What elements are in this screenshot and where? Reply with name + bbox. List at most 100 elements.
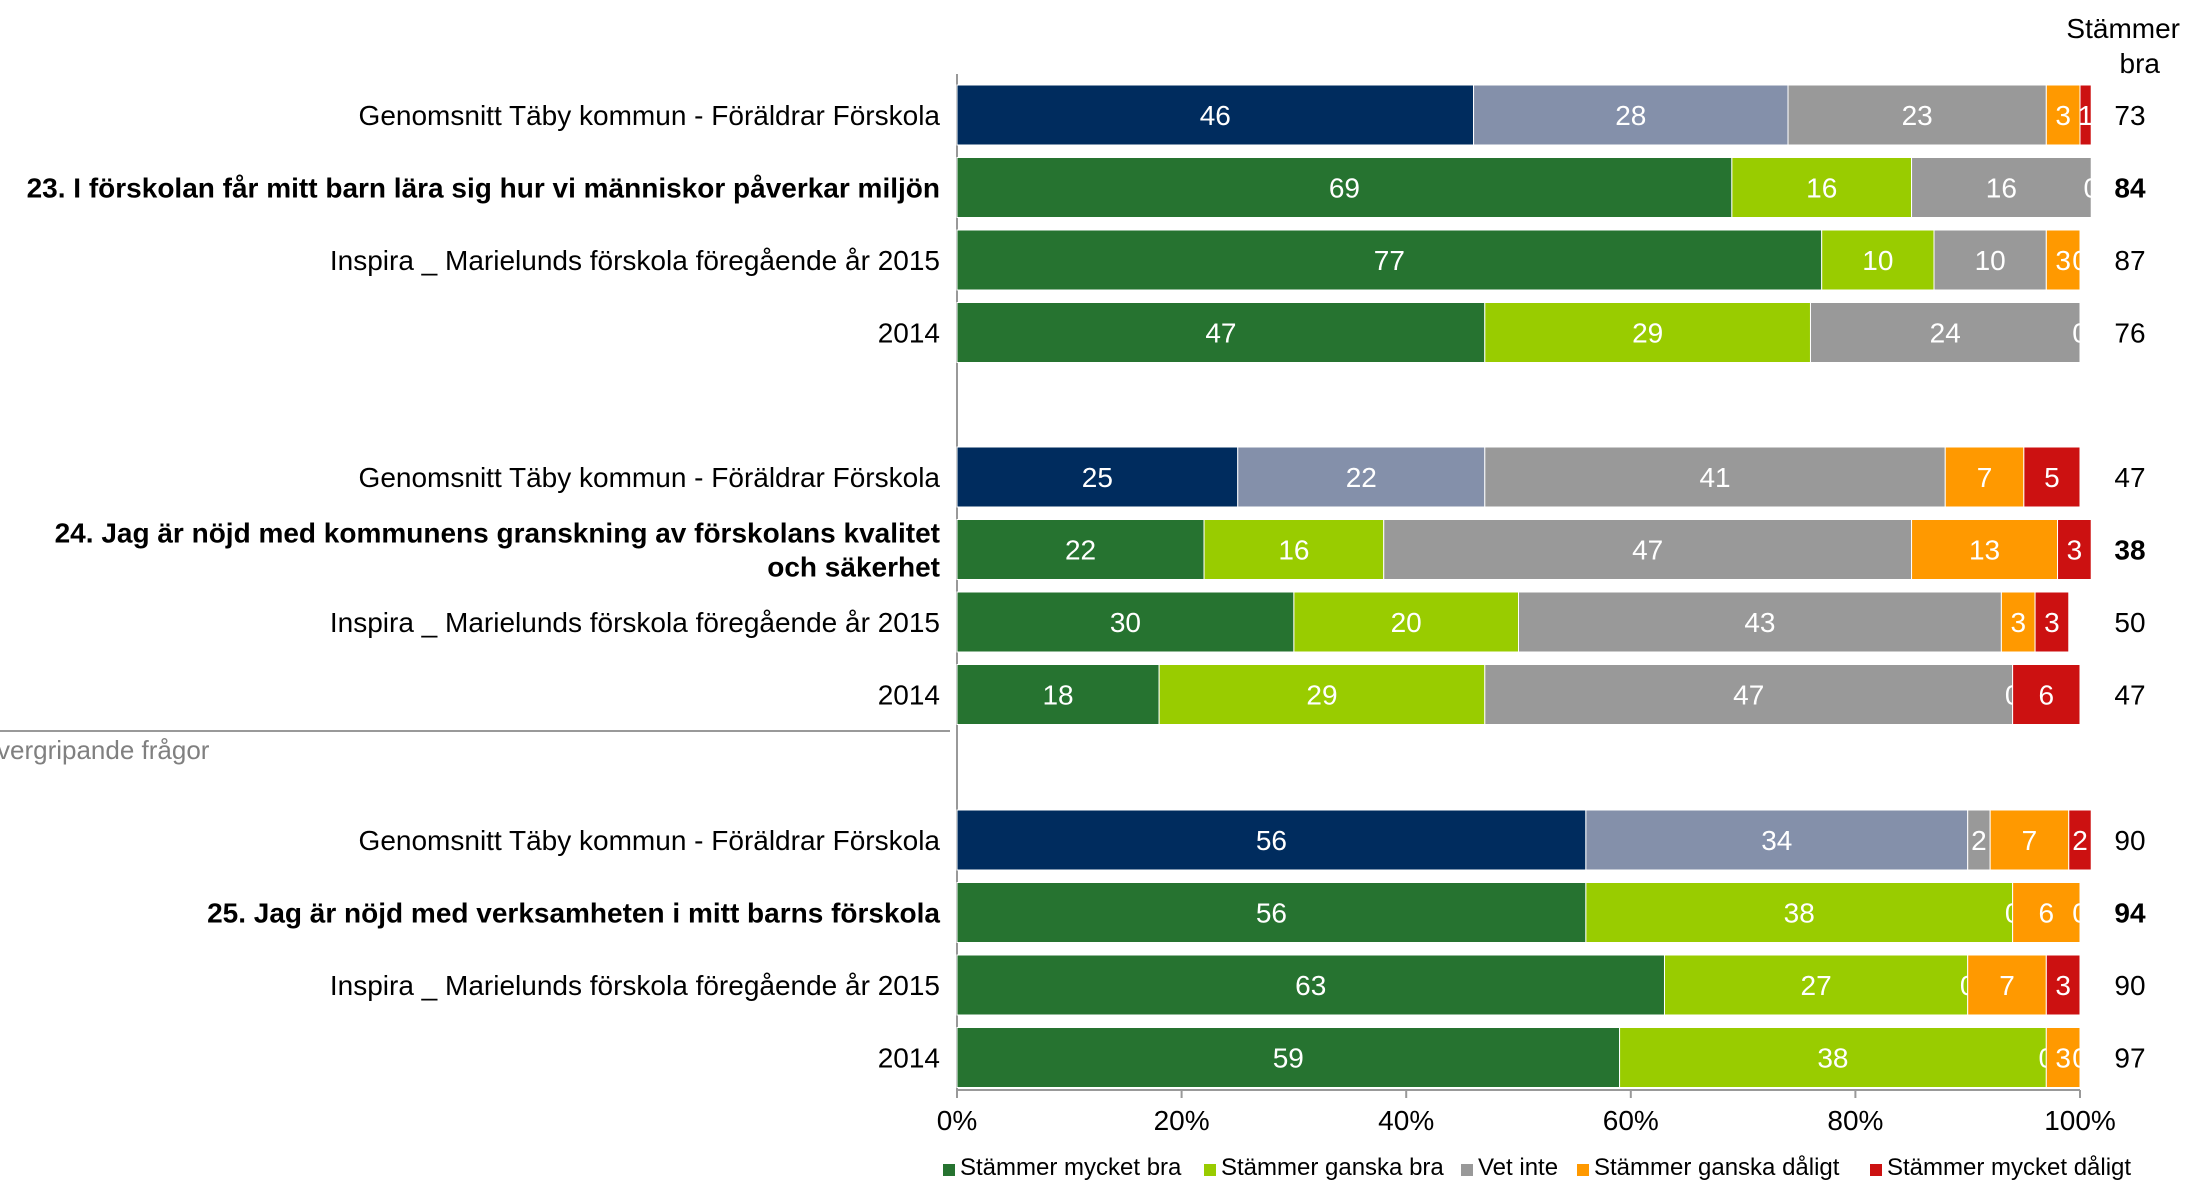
segment-value-label: 3: [2055, 245, 2071, 276]
segment-value-label: 1: [2078, 100, 2094, 131]
bar-segment: [1967, 954, 2047, 1016]
row-label: 2014: [878, 318, 940, 349]
section-caption: vergripande frågor: [0, 735, 210, 765]
legend-swatch: [1577, 1164, 1589, 1176]
legend-swatch: [1870, 1164, 1882, 1176]
segment-value-label: 38: [1784, 898, 1815, 929]
bar-segment: [2012, 882, 2081, 943]
segment-value-label: 7: [2022, 825, 2038, 856]
row-label: 2014: [878, 1043, 940, 1074]
segment-value-label: 10: [1862, 245, 1893, 276]
bar-segment: [2045, 954, 2081, 1016]
bar-segment: [2045, 229, 2081, 291]
bar-segment: [1944, 446, 2025, 508]
row-label: 24. Jag är nöjd med kommunens granskning…: [55, 518, 940, 549]
bar-segment: [2023, 446, 2081, 508]
row-label: och säkerhet: [767, 552, 940, 583]
x-tick-label: 60%: [1603, 1105, 1659, 1136]
legend-swatch: [943, 1164, 955, 1176]
stammer-bra-value: 50: [2114, 607, 2145, 638]
bar-segment: [1585, 809, 1969, 871]
segment-value-label: 24: [1930, 318, 1961, 349]
segment-value-label: 3: [2010, 607, 2026, 638]
segment-value-label: 10: [1975, 245, 2006, 276]
segment-value-label: 0: [2072, 898, 2088, 929]
bar-segment: [956, 446, 1239, 508]
bar-segment: [1663, 954, 1969, 1016]
bar-segment: [956, 664, 1160, 725]
stammer-bra-value: 73: [2114, 100, 2145, 131]
bar-segment: [1933, 229, 2047, 291]
bar-segment: [956, 302, 1486, 363]
segment-value-label: 16: [1986, 173, 2017, 204]
bar-segment: [1293, 591, 1520, 653]
segment-value-label: 22: [1346, 462, 1377, 493]
bar-segment: [1203, 519, 1385, 580]
bar-segment: [1383, 519, 1913, 580]
legend-swatch: [1461, 1164, 1473, 1176]
segment-value-label: 30: [1110, 607, 1141, 638]
segment-value-label: 47: [1733, 680, 1764, 711]
segment-value-label: 69: [1329, 173, 1360, 204]
segment-value-label: 13: [1969, 535, 2000, 566]
legend-label: Stämmer mycket dåligt: [1887, 1154, 2131, 1181]
segment-value-label: 3: [2055, 100, 2071, 131]
bar-segment: [1484, 446, 1946, 508]
segment-value-label: 3: [2055, 970, 2071, 1001]
x-tick-label: 40%: [1378, 1105, 1434, 1136]
bar-segment: [1787, 84, 2047, 146]
segment-value-label: 41: [1699, 462, 1730, 493]
stammer-bra-value: 97: [2114, 1043, 2145, 1074]
segment-value-label: 20: [1391, 607, 1422, 638]
segment-value-label: 29: [1306, 680, 1337, 711]
legend-label: Vet inte: [1478, 1154, 1558, 1181]
segment-value-label: 34: [1761, 825, 1792, 856]
segment-value-label: 38: [1817, 1043, 1848, 1074]
segment-value-label: 0: [2072, 1043, 2088, 1074]
segment-value-label: 47: [1632, 535, 1663, 566]
segment-value-label: 7: [1999, 970, 2015, 1001]
segment-value-label: 3: [2067, 535, 2083, 566]
bar-segment: [1237, 446, 1486, 508]
stammer-bra-value: 76: [2114, 318, 2145, 349]
segment-value-label: 5: [2044, 462, 2060, 493]
row-label: 23. I förskolan får mitt barn lära sig h…: [27, 173, 940, 204]
stammer-bra-value: 90: [2114, 970, 2145, 1001]
bar-segment: [1619, 1027, 2047, 1088]
segment-value-label: 23: [1902, 100, 1933, 131]
legend: Stämmer mycket bra Stämmer ganska bra Vet …: [943, 1154, 2131, 1181]
segment-value-label: 16: [1278, 535, 1309, 566]
bar-segment: [956, 809, 1587, 871]
bar-segment: [956, 157, 1733, 218]
stammer-bra-value: 87: [2114, 245, 2145, 276]
legend-label: Stämmer mycket bra: [960, 1154, 1182, 1181]
row-label: Genomsnitt Täby kommun - Föräldrar Försk…: [359, 462, 941, 493]
segment-value-label: 28: [1615, 100, 1646, 131]
stammer-bra-value: 90: [2114, 825, 2145, 856]
stammer-bra-value: 38: [2114, 535, 2145, 566]
stammer-bra-value: 94: [2114, 898, 2146, 929]
bar-segment: [956, 519, 1205, 580]
segment-value-label: 2: [2072, 825, 2088, 856]
row-label: Inspira _ Marielunds förskola föregående…: [330, 245, 940, 276]
bar-segment: [1484, 664, 2014, 725]
segment-value-label: 18: [1042, 680, 1073, 711]
segment-value-label: 43: [1744, 607, 1775, 638]
bar-segment: [1911, 157, 2092, 218]
bar-segment: [1809, 302, 2081, 363]
segment-value-label: 7: [1977, 462, 1993, 493]
segment-value-label: 2: [1971, 825, 1987, 856]
bar-segment: [1731, 157, 1913, 218]
bars-layer: 46 28 23 3 169 16 16 077 10 10 3 047 29 24 025 22 41 7 522…: [956, 84, 2099, 1088]
row-label: Genomsnitt Täby kommun - Föräldrar Försk…: [359, 100, 941, 131]
segment-value-label: 56: [1256, 898, 1287, 929]
bar-segment: [2045, 1027, 2081, 1088]
segment-value-label: 59: [1273, 1043, 1304, 1074]
x-tick-label: 20%: [1154, 1105, 1210, 1136]
x-tick-label: 80%: [1827, 1105, 1883, 1136]
segment-value-label: 3: [2055, 1043, 2071, 1074]
bar-segment: [1158, 664, 1486, 725]
segment-value-label: 27: [1801, 970, 1832, 1001]
segment-value-label: 0: [2083, 173, 2099, 204]
